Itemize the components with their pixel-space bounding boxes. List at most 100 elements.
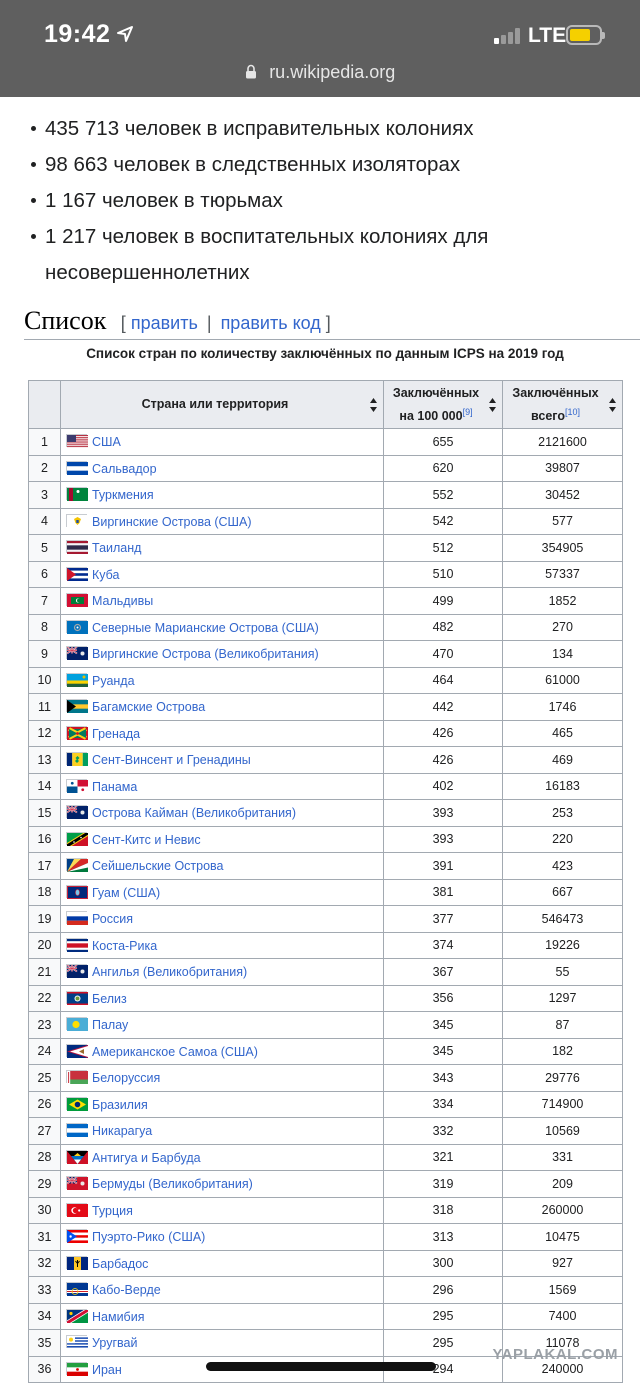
ref-link[interactable]: [10]: [564, 406, 580, 417]
edit-link[interactable]: править: [130, 313, 198, 333]
sort-icon[interactable]: [489, 398, 496, 412]
header-per-100k-label: Заключённых на 100 000: [392, 385, 480, 423]
country-cell: Палау: [60, 1011, 384, 1039]
country-link[interactable]: Иран: [92, 1362, 122, 1377]
country-link[interactable]: Кабо-Верде: [92, 1283, 161, 1298]
country-cell: Руанда: [60, 666, 384, 694]
country-link[interactable]: Россия: [92, 912, 133, 927]
rank-cell: 14: [28, 772, 61, 800]
country-cell: Сент-Винсент и Гренадины: [60, 746, 384, 774]
country-link[interactable]: Палау: [92, 1018, 129, 1033]
country-link[interactable]: Туркмения: [92, 488, 154, 503]
per-100k-cell: 300: [383, 1249, 503, 1277]
rank-cell: 10: [28, 666, 61, 694]
table-row: 5 Таиланд 512 354905: [28, 534, 623, 562]
country-link[interactable]: Гренада: [92, 726, 141, 741]
header-per-100k[interactable]: Заключённых на 100 000[9]: [383, 380, 503, 429]
prisoners-table: Страна или территория Заключённых на 100…: [28, 380, 623, 1383]
total-cell: 55: [502, 958, 623, 986]
country-link[interactable]: Бермуды (Великобритания): [92, 1177, 253, 1192]
country-cell: Бразилия: [60, 1090, 384, 1118]
rank-cell: 5: [28, 534, 61, 562]
country-link[interactable]: Багамские Острова: [92, 700, 206, 715]
country-link[interactable]: Белиз: [92, 991, 127, 1006]
country-link[interactable]: Руанда: [92, 673, 135, 688]
table-row: 14 Панама 402 16183: [28, 772, 623, 800]
rank-cell: 2: [28, 454, 61, 482]
header-total-label: Заключённых всего: [512, 385, 599, 423]
per-100k-cell: 345: [383, 1011, 503, 1039]
country-link[interactable]: Бразилия: [92, 1097, 148, 1112]
edit-code-link[interactable]: править код: [220, 313, 321, 333]
sort-icon[interactable]: [609, 398, 616, 412]
bahamas-flag-icon: [66, 699, 88, 714]
rank-cell: 7: [28, 587, 61, 615]
header-country[interactable]: Страна или территория: [60, 380, 384, 429]
country-cell: Северные Марианские Острова (США): [60, 613, 384, 641]
country-link[interactable]: Острова Кайман (Великобритания): [92, 806, 296, 821]
country-link[interactable]: Таиланд: [92, 541, 142, 556]
cape-verde-flag-icon: [66, 1282, 88, 1297]
per-100k-cell: 343: [383, 1064, 503, 1092]
country-link[interactable]: Виргинские Острова (Великобритания): [92, 647, 319, 662]
country-link[interactable]: Мальдивы: [92, 594, 154, 609]
per-100k-cell: 655: [383, 428, 503, 456]
country-link[interactable]: Панама: [92, 779, 138, 794]
per-100k-cell: 377: [383, 905, 503, 933]
el-salvador-flag-icon: [66, 460, 88, 475]
country-link[interactable]: Пуэрто-Рико (США): [92, 1230, 206, 1245]
country-link[interactable]: Сальвадор: [92, 461, 157, 476]
header-total[interactable]: Заключённых всего[10]: [502, 380, 623, 429]
rank-cell: 11: [28, 693, 61, 721]
address-bar[interactable]: ru.wikipedia.org: [0, 62, 640, 83]
country-link[interactable]: Никарагуа: [92, 1124, 153, 1139]
total-cell: 423: [502, 852, 623, 880]
country-link[interactable]: Куба: [92, 567, 120, 582]
rank-cell: 36: [28, 1355, 61, 1383]
northern-mariana-islands-flag-icon: [66, 619, 88, 634]
table-row: 25 Белоруссия 343 29776: [28, 1064, 623, 1092]
country-link[interactable]: Сент-Винсент и Гренадины: [92, 753, 251, 768]
rank-cell: 18: [28, 878, 61, 906]
country-cell: Пуэрто-Рико (США): [60, 1223, 384, 1251]
country-cell: Сальвадор: [60, 454, 384, 482]
country-link[interactable]: Ангилья (Великобритания): [92, 965, 248, 980]
country-link[interactable]: Намибия: [92, 1309, 145, 1324]
per-100k-cell: 464: [383, 666, 503, 694]
home-indicator[interactable]: [206, 1362, 436, 1371]
country-link[interactable]: Коста-Рика: [92, 938, 158, 953]
table-row: 7 Мальдивы 499 1852: [28, 587, 623, 615]
country-cell: Сент-Китс и Невис: [60, 825, 384, 853]
country-link[interactable]: Сент-Китс и Невис: [92, 832, 201, 847]
edit-close-bracket: ]: [325, 313, 331, 333]
total-cell: 331: [502, 1143, 623, 1171]
country-link[interactable]: Гуам (США): [92, 885, 161, 900]
total-cell: 1569: [502, 1276, 623, 1304]
usa-flag-icon: [66, 434, 88, 449]
total-cell: 10569: [502, 1117, 623, 1145]
country-link[interactable]: Белоруссия: [92, 1071, 161, 1086]
country-link[interactable]: Американское Самоа (США): [92, 1044, 258, 1059]
sort-icon[interactable]: [370, 398, 377, 412]
per-100k-cell: 442: [383, 693, 503, 721]
list-item: 1 167 человек в тюрьмах: [30, 183, 630, 219]
country-cell: Коста-Рика: [60, 931, 384, 959]
country-link[interactable]: Барбадос: [92, 1256, 149, 1271]
seychelles-flag-icon: [66, 858, 88, 873]
header-rank: [28, 380, 61, 429]
rank-cell: 16: [28, 825, 61, 853]
country-link[interactable]: Виргинские Острова (США): [92, 514, 252, 529]
namibia-flag-icon: [65, 1307, 90, 1325]
country-link[interactable]: Уругвай: [92, 1336, 138, 1351]
country-link[interactable]: Сейшельские Острова: [92, 859, 224, 874]
per-100k-cell: 393: [383, 825, 503, 853]
country-link[interactable]: Северные Марианские Острова (США): [92, 620, 319, 635]
ref-link[interactable]: [9]: [462, 406, 473, 417]
country-link[interactable]: Антигуа и Барбуда: [92, 1150, 201, 1165]
table-row: 2 Сальвадор 620 39807: [28, 454, 623, 482]
per-100k-cell: 426: [383, 719, 503, 747]
url-text: ru.wikipedia.org: [269, 62, 396, 82]
country-link[interactable]: США: [92, 435, 121, 450]
country-link[interactable]: Турция: [92, 1203, 133, 1218]
thailand-flag-icon: [66, 540, 88, 555]
